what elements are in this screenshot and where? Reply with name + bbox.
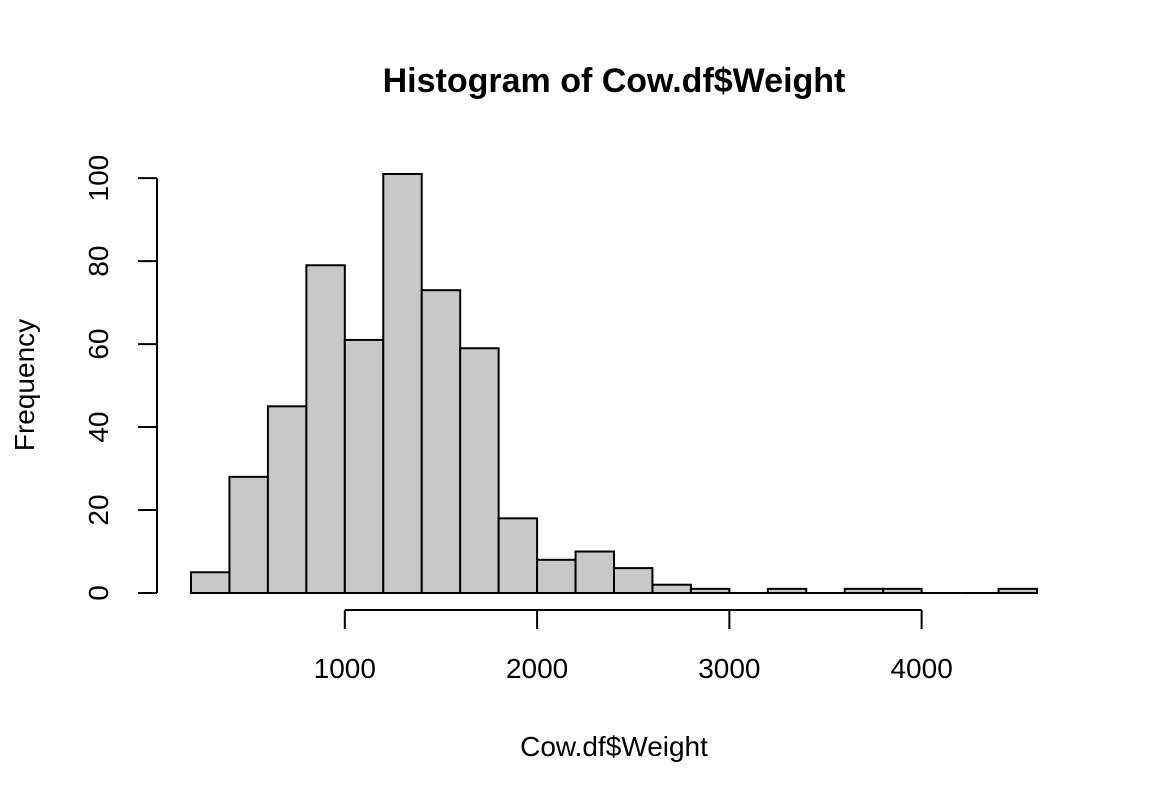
histogram-bar-1200-1400	[382, 173, 423, 594]
histogram-bar-2600-2800	[651, 583, 692, 594]
histogram-bar-1000-1200	[343, 338, 385, 594]
x-axis-title: Cow.df$Weight	[520, 731, 708, 762]
histogram-bar-1800-2000	[497, 517, 539, 594]
histogram-bar-3800-4000	[882, 587, 923, 595]
chart-title: Histogram of Cow.df$Weight	[383, 62, 846, 100]
bars-group	[190, 173, 1039, 595]
y-tick-label-100: 100	[83, 155, 114, 202]
x-tick-label-1000: 1000	[314, 653, 376, 684]
y-tick-label-80: 80	[83, 246, 114, 277]
x-tick-label-2000: 2000	[506, 653, 568, 684]
histogram-bar-2400-2600	[613, 567, 654, 594]
histogram-bar-200-400	[190, 571, 231, 595]
histogram-bar-600-800	[266, 405, 308, 594]
histogram-bar-1600-1800	[459, 347, 500, 594]
y-axis-title: Frequency	[9, 319, 40, 451]
histogram-bar-800-1000	[305, 264, 346, 594]
histogram-bar-4400-4600	[997, 587, 1039, 595]
histogram-bar-2000-2200	[536, 558, 577, 595]
histogram-bar-400-600	[228, 475, 269, 594]
x-tick-label-4000: 4000	[890, 653, 952, 684]
histogram-bar-2800-3000	[689, 587, 731, 595]
histogram-bar-1400-1600	[420, 289, 462, 594]
histogram-bar-3200-3400	[766, 587, 808, 595]
x-tick-label-3000: 3000	[698, 653, 760, 684]
y-axis: 0 20 40 60 80 100	[83, 155, 158, 601]
y-tick-label-20: 20	[83, 494, 114, 525]
y-tick-label-60: 60	[83, 329, 114, 360]
histogram-bar-2200-2400	[574, 550, 616, 594]
y-tick-label-0: 0	[83, 585, 114, 601]
histogram-bar-3600-3800	[843, 587, 885, 595]
y-tick-label-40: 40	[83, 411, 114, 442]
x-axis: 1000 2000 3000 4000	[314, 609, 953, 684]
